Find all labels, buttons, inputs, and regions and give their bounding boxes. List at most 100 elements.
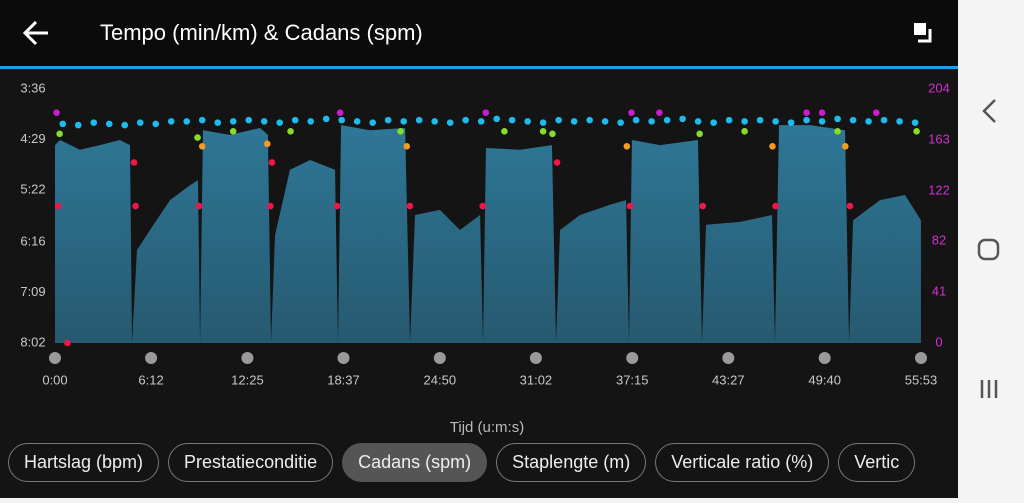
cadence-point xyxy=(493,115,500,123)
x-tick-dot xyxy=(626,352,639,364)
filter-chip[interactable]: Hartslag (bpm) xyxy=(8,443,160,482)
cadence-point xyxy=(291,116,299,124)
cadence-point xyxy=(369,119,376,126)
y-tick-label: 6:16 xyxy=(20,233,45,248)
cadence-point xyxy=(229,128,237,135)
cadence-point xyxy=(787,119,795,126)
cadence-point xyxy=(699,202,707,210)
cadence-point xyxy=(130,159,138,166)
cadence-point xyxy=(756,116,764,124)
cadence-point xyxy=(725,116,733,124)
nav-icons xyxy=(977,99,1000,398)
cadence-point xyxy=(834,128,841,135)
cadence-point xyxy=(842,142,849,150)
cadence-point xyxy=(818,118,826,125)
cadence-point xyxy=(59,120,67,128)
y2-tick-label: 163 xyxy=(928,131,950,146)
cadence-point xyxy=(549,130,556,138)
x-tick-dot xyxy=(49,352,61,364)
y2-tick-label: 82 xyxy=(932,232,946,247)
cadence-point xyxy=(54,202,62,210)
y-tick-label: 7:09 xyxy=(20,284,45,299)
back-button[interactable] xyxy=(18,13,58,53)
nav-recents[interactable] xyxy=(980,380,998,398)
cadence-point xyxy=(406,202,414,210)
cadence-point xyxy=(400,118,407,125)
cadence-point xyxy=(623,142,631,150)
x-tick-dot xyxy=(915,352,927,364)
cadence-point xyxy=(121,121,129,129)
cadence-point xyxy=(772,202,779,210)
system-nav-bar xyxy=(958,0,1024,498)
cadence-point xyxy=(694,118,702,125)
x-tick-label: 37:15 xyxy=(616,372,649,387)
filter-chip[interactable]: Cadans (spm) xyxy=(342,443,488,482)
cadence-point xyxy=(896,118,903,125)
cadence-point xyxy=(195,202,203,210)
cadence-point xyxy=(508,116,516,124)
cadence-point xyxy=(626,202,634,210)
cadence-point xyxy=(136,119,144,126)
cadence-point xyxy=(803,109,810,116)
cadence-point xyxy=(322,115,330,123)
cadence-point xyxy=(276,119,284,126)
cadence-point xyxy=(555,116,562,124)
nav-home[interactable] xyxy=(977,238,1000,261)
cadence-point xyxy=(431,118,438,125)
cadence-point xyxy=(64,339,71,347)
filter-chip[interactable]: Vertic xyxy=(838,443,916,482)
x-tick-label: 6:12 xyxy=(138,372,163,387)
cadence-point xyxy=(90,119,98,126)
cadence-point xyxy=(741,118,748,125)
cadence-point xyxy=(446,119,454,126)
cadence-point xyxy=(245,116,253,124)
cadence-point xyxy=(632,116,640,124)
cadence-point xyxy=(628,109,635,116)
filter-chip[interactable]: Prestatieconditie xyxy=(168,443,334,482)
cadence-point xyxy=(865,118,872,125)
cadence-point xyxy=(834,115,841,123)
pace-area xyxy=(55,125,921,343)
y2-tick-label: 0 xyxy=(935,334,942,349)
y2-tick-label: 41 xyxy=(932,283,946,298)
cadence-point xyxy=(403,142,411,150)
cadence-point xyxy=(656,109,663,116)
cadence-point xyxy=(264,140,271,148)
cadence-point xyxy=(152,120,160,128)
cadence-point xyxy=(849,116,857,124)
cadence-point xyxy=(132,202,139,210)
x-tick-label: 55:53 xyxy=(905,372,938,387)
cadence-point xyxy=(333,202,341,210)
y-tick-label: 5:22 xyxy=(20,182,45,197)
x-tick-dot xyxy=(145,352,158,364)
cadence-point xyxy=(167,118,175,125)
cadence-point xyxy=(74,121,82,129)
cadence-point xyxy=(183,118,191,125)
app-screen: Tempo (min/km) & Cadans (spm) Tijd (u:m:… xyxy=(0,0,958,498)
cadence-point xyxy=(214,119,222,126)
cadence-point xyxy=(397,128,404,135)
cadence-point xyxy=(648,118,655,125)
y2-tick-label: 204 xyxy=(928,80,950,95)
cadence-point xyxy=(769,142,776,150)
cadence-point xyxy=(336,109,344,116)
cadence-point xyxy=(880,116,888,124)
cadence-point xyxy=(539,119,547,126)
cadence-point xyxy=(873,109,880,116)
x-tick-label: 18:37 xyxy=(327,372,360,387)
cadence-point xyxy=(911,119,919,126)
cadence-point xyxy=(229,118,237,125)
cadence-point xyxy=(338,116,345,124)
fullscreen-button[interactable] xyxy=(910,19,940,49)
cadence-point xyxy=(617,119,624,126)
x-tick-label: 0:00 xyxy=(42,372,67,387)
filter-chip[interactable]: Staplengte (m) xyxy=(496,443,647,482)
cadence-point xyxy=(679,115,686,123)
nav-back[interactable] xyxy=(982,99,996,123)
cadence-point xyxy=(846,202,854,210)
cadence-point xyxy=(913,128,920,135)
cadence-point xyxy=(105,120,113,128)
cadence-point xyxy=(663,116,671,124)
filter-chip[interactable]: Verticale ratio (%) xyxy=(655,443,830,482)
cadence-point xyxy=(696,130,703,138)
